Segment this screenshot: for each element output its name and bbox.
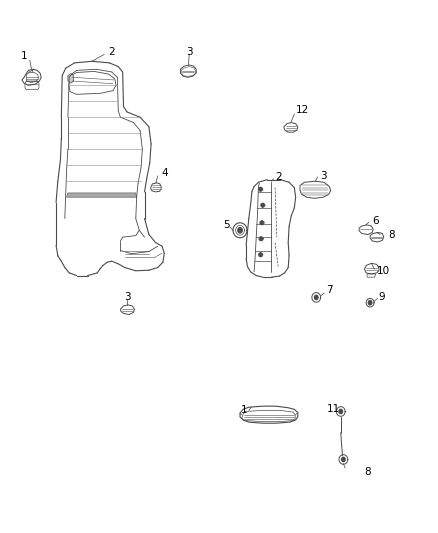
Text: 1: 1 xyxy=(241,406,248,415)
Circle shape xyxy=(261,221,263,224)
Circle shape xyxy=(259,188,262,191)
Text: 3: 3 xyxy=(320,171,327,181)
Polygon shape xyxy=(67,193,137,197)
Text: 7: 7 xyxy=(326,286,333,295)
Text: 3: 3 xyxy=(124,292,131,302)
Text: 8: 8 xyxy=(389,230,396,239)
Text: 2: 2 xyxy=(275,172,282,182)
Text: 8: 8 xyxy=(364,467,371,477)
Circle shape xyxy=(314,295,318,300)
Circle shape xyxy=(368,301,372,305)
Circle shape xyxy=(339,409,343,414)
Text: 2: 2 xyxy=(108,47,115,57)
Text: 9: 9 xyxy=(378,292,385,302)
Text: 1: 1 xyxy=(21,51,28,61)
Polygon shape xyxy=(68,74,74,83)
Text: 10: 10 xyxy=(377,266,390,276)
Circle shape xyxy=(238,228,242,233)
Text: 6: 6 xyxy=(372,216,379,226)
Text: 3: 3 xyxy=(186,47,193,56)
Circle shape xyxy=(259,253,262,256)
Text: 12: 12 xyxy=(296,106,309,115)
Text: 5: 5 xyxy=(223,221,230,230)
Text: 11: 11 xyxy=(327,405,340,414)
Circle shape xyxy=(342,457,345,462)
Text: 4: 4 xyxy=(161,168,168,178)
Circle shape xyxy=(260,237,262,240)
Circle shape xyxy=(261,204,264,207)
